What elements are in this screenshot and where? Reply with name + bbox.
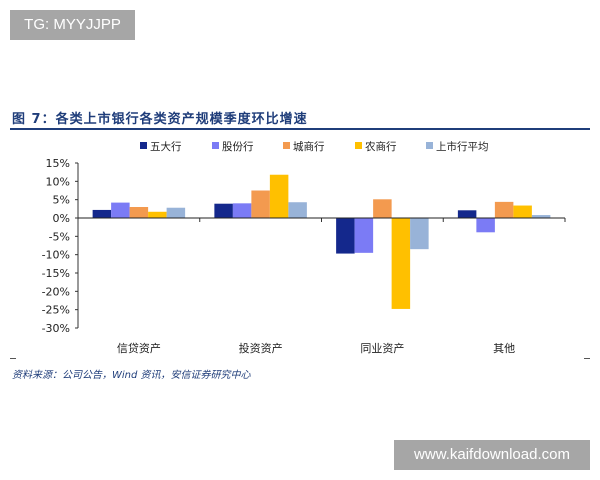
- title-rule: [10, 128, 590, 130]
- y-tick-label: -5%: [49, 230, 70, 243]
- bar-上市行平均: [410, 218, 429, 250]
- legend-label: 股份行: [222, 140, 254, 153]
- bar-股份行: [354, 218, 374, 253]
- x-tick-label: 其他: [493, 342, 515, 355]
- footer-tick-left: [10, 358, 16, 359]
- legend-label: 农商行: [365, 140, 397, 153]
- legend-swatch: [355, 142, 362, 149]
- y-tick-label: -20%: [42, 285, 70, 298]
- bar-五大行: [336, 218, 355, 254]
- source-note: 资料来源：公司公告，Wind 资讯，安信证券研究中心: [12, 370, 251, 381]
- y-tick-label: 10%: [46, 175, 70, 188]
- bar-五大行: [214, 203, 233, 218]
- watermark: www.kaifdownload.com: [394, 440, 590, 470]
- y-tick-label: 15%: [46, 157, 70, 170]
- bar-股份行: [111, 202, 130, 218]
- channel-badge: TG: MYYJJPP: [10, 10, 135, 40]
- y-tick-label: -15%: [42, 267, 70, 280]
- legend-swatch: [212, 142, 219, 149]
- y-tick-label: -10%: [42, 249, 70, 262]
- legend-label: 上市行平均: [436, 140, 489, 153]
- y-tick-label: -25%: [42, 304, 70, 317]
- bar-农商行: [148, 211, 167, 218]
- bar-上市行平均: [166, 207, 186, 218]
- legend-swatch: [283, 142, 290, 149]
- bar-城商行: [251, 190, 270, 218]
- legend-swatch: [426, 142, 433, 149]
- legend-label: 五大行: [150, 140, 182, 153]
- y-tick-label: -30%: [42, 322, 70, 335]
- x-tick-label: 投资资产: [239, 341, 283, 355]
- bar-城商行: [373, 199, 392, 218]
- bar-农商行: [513, 205, 532, 218]
- bar-农商行: [391, 218, 411, 309]
- bar-上市行平均: [531, 215, 551, 218]
- bar-股份行: [476, 218, 495, 233]
- legend-label: 城商行: [293, 140, 325, 153]
- bar-城商行: [494, 201, 514, 218]
- chart-title: 图 7：各类上市银行各类资产规模季度环比增速: [12, 112, 308, 127]
- bar-五大行: [92, 209, 112, 218]
- bar-农商行: [269, 174, 289, 218]
- y-tick-label: 0%: [53, 212, 70, 225]
- bar-五大行: [457, 210, 477, 218]
- bar-上市行平均: [288, 202, 307, 218]
- legend-swatch: [140, 142, 147, 149]
- x-tick-label: 同业资产: [360, 341, 404, 355]
- x-tick-label: 信贷资产: [117, 341, 161, 355]
- bar-城商行: [129, 207, 149, 218]
- y-tick-label: 5%: [53, 194, 70, 207]
- bar-股份行: [232, 203, 252, 218]
- footer-tick-right: [584, 358, 590, 359]
